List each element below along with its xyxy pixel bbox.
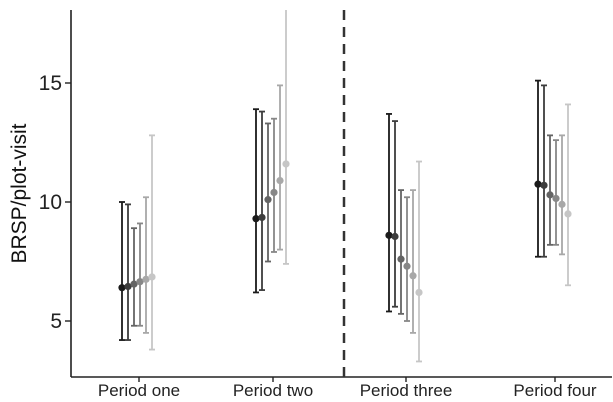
data-point <box>534 180 542 188</box>
data-point <box>118 284 126 292</box>
data-point <box>540 181 548 189</box>
y-tick-label: 5 <box>50 310 62 333</box>
data-point <box>258 213 266 222</box>
data-point <box>564 210 572 218</box>
data-point <box>385 231 393 239</box>
y-axis-title: BRSP/plot-visit <box>8 123 31 263</box>
data-point <box>142 275 150 283</box>
data-point <box>252 215 260 223</box>
data-point <box>264 196 272 204</box>
data-point <box>558 200 566 208</box>
axes: 5 10 15 Period one Period two Period three Per… <box>39 10 612 400</box>
data-point <box>546 191 554 199</box>
data-point <box>148 273 156 281</box>
data-point <box>415 288 423 297</box>
x-tick-label: Period four <box>513 381 596 400</box>
data-point <box>270 188 278 197</box>
data-point <box>276 176 284 185</box>
data-point <box>282 160 290 168</box>
data-point <box>136 278 144 286</box>
chart-marks <box>118 10 572 363</box>
y-tick-label: 10 <box>39 191 62 214</box>
x-tick-label: Period one <box>98 381 180 400</box>
data-point <box>397 255 405 263</box>
data-point <box>124 282 132 291</box>
data-point <box>391 232 399 241</box>
y-tick-label: 15 <box>39 72 62 95</box>
data-point <box>130 280 138 288</box>
data-point <box>409 272 417 280</box>
data-point <box>552 194 560 203</box>
data-point <box>403 262 411 270</box>
x-tick-label: Period three <box>360 381 453 400</box>
x-tick-label: Period two <box>233 381 313 400</box>
